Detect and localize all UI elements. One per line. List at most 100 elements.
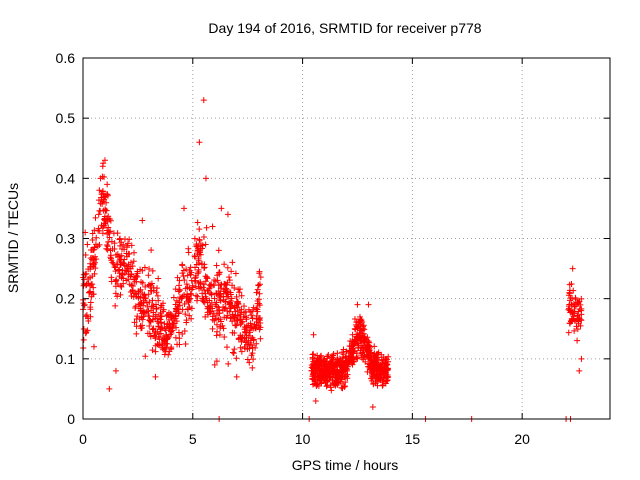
- data-point: [360, 356, 367, 363]
- data-point: [237, 311, 244, 318]
- x-tick-label: 0: [79, 431, 87, 447]
- data-point: [180, 273, 187, 280]
- data-point: [256, 281, 263, 288]
- data-point: [133, 316, 140, 323]
- data-point: [343, 367, 350, 374]
- data-point: [576, 367, 583, 374]
- data-point: [153, 305, 160, 312]
- data-points: [80, 97, 585, 422]
- data-point: [164, 311, 171, 318]
- data-point: [192, 277, 199, 284]
- data-point: [228, 268, 235, 275]
- data-point: [577, 322, 584, 329]
- data-point: [83, 312, 90, 319]
- data-point: [87, 299, 94, 306]
- data-point: [353, 353, 360, 360]
- data-point: [106, 234, 113, 241]
- data-point: [208, 281, 215, 288]
- data-point: [194, 219, 201, 226]
- data-point: [159, 325, 166, 332]
- data-point: [160, 308, 167, 315]
- data-point: [256, 290, 263, 297]
- data-point: [99, 230, 106, 237]
- data-point: [98, 222, 105, 229]
- data-point: [243, 324, 250, 331]
- data-point: [85, 266, 92, 273]
- data-point: [196, 226, 203, 233]
- data-point: [101, 157, 108, 164]
- data-point: [89, 273, 96, 280]
- data-point: [368, 375, 375, 382]
- data-point: [148, 247, 155, 254]
- data-point: [139, 267, 146, 274]
- data-point: [209, 316, 216, 323]
- data-point: [355, 344, 362, 351]
- data-point: [324, 378, 331, 385]
- data-point: [166, 322, 173, 329]
- data-point: [338, 368, 345, 375]
- data-point: [207, 303, 214, 310]
- data-point: [179, 306, 186, 313]
- data-point: [84, 241, 91, 248]
- data-point: [245, 339, 252, 346]
- data-point: [89, 281, 96, 288]
- data-point: [216, 294, 223, 301]
- data-point: [90, 284, 97, 291]
- data-point: [150, 284, 157, 291]
- data-point: [178, 295, 185, 302]
- data-point: [223, 286, 230, 293]
- data-point: [340, 346, 347, 353]
- data-point: [146, 330, 153, 337]
- data-point: [85, 280, 92, 287]
- data-point: [131, 319, 138, 326]
- data-point: [576, 315, 583, 322]
- data-point: [146, 323, 153, 330]
- data-point: [197, 251, 204, 258]
- data-point: [121, 236, 128, 243]
- data-point: [233, 293, 240, 300]
- data-point: [229, 259, 236, 266]
- data-point: [96, 241, 103, 248]
- data-point: [349, 338, 356, 345]
- data-point: [253, 289, 260, 296]
- data-point: [89, 237, 96, 244]
- data-point: [103, 245, 110, 252]
- data-point: [120, 280, 127, 287]
- data-point: [145, 312, 152, 319]
- data-point: [201, 265, 208, 272]
- data-point: [229, 349, 236, 356]
- data-point: [196, 237, 203, 244]
- data-point: [112, 290, 119, 297]
- data-point: [568, 301, 575, 308]
- data-point: [121, 262, 128, 269]
- data-point: [315, 365, 322, 372]
- data-point: [149, 326, 156, 333]
- data-point: [106, 385, 113, 392]
- data-point: [204, 305, 211, 312]
- data-point: [128, 282, 135, 289]
- data-point: [209, 223, 216, 230]
- data-point: [237, 344, 244, 351]
- data-point: [86, 289, 93, 296]
- data-point: [114, 293, 121, 300]
- data-point: [334, 350, 341, 357]
- data-point: [227, 315, 234, 322]
- data-point: [207, 308, 214, 315]
- data-point: [87, 306, 94, 313]
- data-point: [224, 291, 231, 298]
- data-point: [199, 297, 206, 304]
- data-point: [148, 303, 155, 310]
- data-point: [88, 293, 95, 300]
- data-point: [215, 247, 222, 254]
- data-point: [164, 340, 171, 347]
- data-point: [330, 352, 337, 359]
- data-point: [137, 307, 144, 314]
- data-point: [121, 246, 128, 253]
- data-point: [237, 321, 244, 328]
- data-point: [574, 326, 581, 333]
- data-point: [375, 377, 382, 384]
- data-point: [253, 305, 260, 312]
- data-point: [103, 199, 110, 206]
- data-point: [578, 311, 585, 318]
- data-point: [202, 175, 209, 182]
